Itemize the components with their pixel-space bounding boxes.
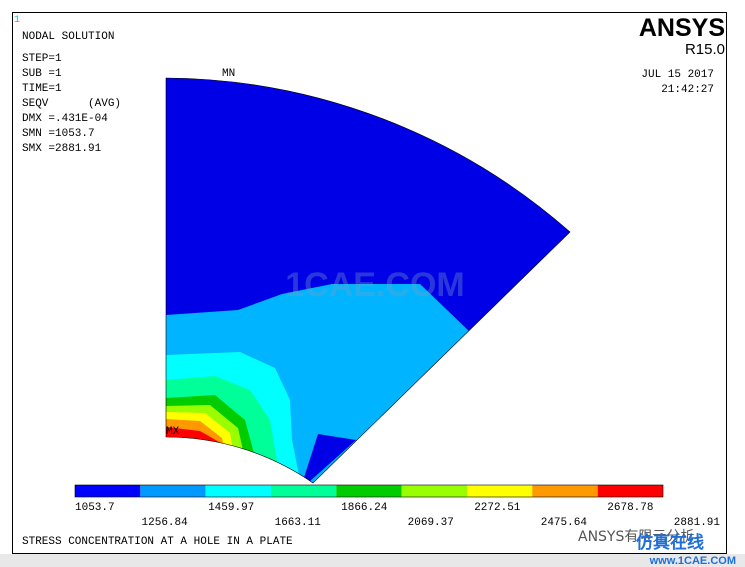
watermark: 1CAE.COM: [285, 266, 464, 304]
legend-label: 1459.97: [208, 502, 254, 514]
band: [300, 434, 356, 483]
plate-outline: [165, 77, 571, 484]
legend-swatch: [205, 485, 271, 497]
footer-url: www.1CAE.COM: [649, 555, 736, 567]
legend-swatch: [271, 485, 337, 497]
legend-label: 1866.24: [341, 502, 388, 514]
legend-label: 2475.64: [541, 517, 588, 529]
info-line: SUB =1: [22, 68, 62, 80]
footer-brand: ANSYS有限元分析: [578, 529, 694, 545]
info-line: SEQV (AVG): [22, 98, 121, 110]
legend-swatch: [597, 485, 663, 497]
legend-label: 2272.51: [474, 502, 521, 514]
legend-label: 2678.78: [607, 502, 653, 514]
legend: 1053.7 1256.84 1459.97 1663.11 1866.24 2069.3…: [74, 484, 721, 529]
logo-title: ANSYS: [639, 14, 725, 42]
info-line: NODAL SOLUTION: [22, 31, 114, 43]
logo-release: R15.0: [685, 41, 725, 58]
info-line: SMN =1053.7: [22, 128, 95, 140]
info-line: DMX =.431E-04: [22, 113, 108, 125]
legend-label: 2881.91: [674, 517, 721, 529]
legend-label: 1663.11: [275, 517, 322, 529]
legend-swatch: [75, 485, 141, 497]
info-block: NODAL SOLUTION STEP=1 SUB =1 TIME=1 SEQV (AV…: [22, 31, 121, 155]
max-marker: MX: [166, 426, 180, 438]
time: 21:42:27: [661, 84, 714, 96]
legend-swatch: [336, 485, 402, 497]
legend-label: 1053.7: [75, 502, 115, 514]
legend-label: 2069.37: [408, 517, 454, 529]
legend-swatch: [467, 485, 533, 497]
footer-site: 仿真在线: [636, 532, 704, 553]
info-line: SMX =2881.91: [22, 143, 102, 155]
legend-label: 1256.84: [142, 517, 189, 529]
date: JUL 15 2017: [641, 69, 714, 81]
info-line: TIME=1: [22, 83, 62, 95]
window-number: 1: [14, 15, 20, 26]
footer-strip: [0, 554, 745, 567]
legend-swatch: [532, 485, 598, 497]
plot-title: STRESS CONCENTRATION AT A HOLE IN A PLAT…: [22, 536, 293, 548]
info-line: STEP=1: [22, 53, 62, 65]
legend-frame: [74, 484, 664, 498]
legend-swatch: [140, 485, 206, 497]
legend-swatch: [401, 485, 467, 497]
min-marker: MN: [222, 68, 235, 80]
